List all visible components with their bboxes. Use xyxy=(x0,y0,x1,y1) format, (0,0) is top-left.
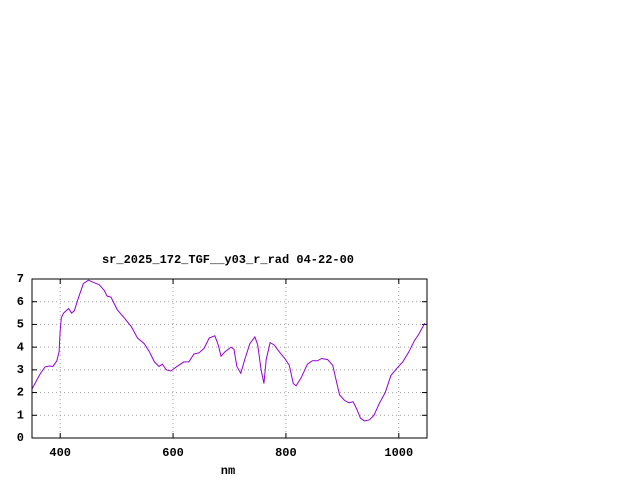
chart-title: sr_2025_172_TGF__y03_r_rad 04-22-00 xyxy=(102,253,354,267)
y-tick-label: 0 xyxy=(17,431,24,445)
data-line xyxy=(31,279,426,422)
y-tick-label: 4 xyxy=(17,340,24,354)
x-tick-label: 1000 xyxy=(384,446,413,460)
y-tick-label: 1 xyxy=(17,408,24,422)
plot-frame xyxy=(31,278,428,439)
x-axis-label: nm xyxy=(221,464,235,478)
y-tick-label: 5 xyxy=(17,318,24,332)
y-tick-label: 3 xyxy=(17,363,24,377)
y-tick-label: 6 xyxy=(17,295,24,309)
x-tick-label: 800 xyxy=(275,446,297,460)
x-tick-label: 400 xyxy=(49,446,71,460)
y-tick-label: 2 xyxy=(17,386,24,400)
x-tick-label: 600 xyxy=(162,446,184,460)
y-tick-label: 7 xyxy=(17,272,24,286)
